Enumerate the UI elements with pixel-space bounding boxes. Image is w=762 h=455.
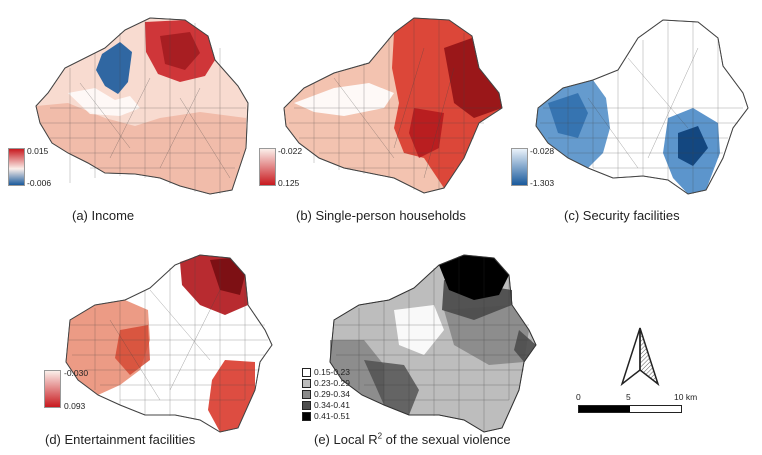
panel-local-r2: 0.15-0.23 0.23-0.29 0.29-0.34 0.34-0.41 … bbox=[254, 235, 554, 455]
legend-local-r2: 0.15-0.23 0.23-0.29 0.29-0.34 0.34-0.41 … bbox=[302, 367, 372, 422]
legend-top-value: 0.015 bbox=[27, 146, 49, 156]
map-income bbox=[35, 17, 249, 195]
caption-income: (a) Income bbox=[72, 208, 135, 223]
legend-class-5: 0.41-0.51 bbox=[302, 411, 350, 421]
colorbar-security-facilities bbox=[511, 148, 528, 186]
north-arrow-icon bbox=[620, 327, 660, 387]
legend-class-2: 0.23-0.29 bbox=[302, 378, 350, 388]
caption-entertainment-facilities: (d) Entertainment facilities bbox=[45, 432, 196, 447]
caption-security-facilities: (c) Security facilities bbox=[564, 208, 680, 223]
scale-label-5: 5 bbox=[626, 392, 631, 402]
map-furniture: 0 5 10 km bbox=[560, 320, 750, 430]
scale-bar-filled-segment bbox=[579, 406, 630, 412]
panel-entertainment-facilities: -0.030 0.093 (d) Entertainment facilitie… bbox=[0, 235, 273, 455]
legend-bottom-value: 0.125 bbox=[278, 178, 300, 188]
legend-top-value: -0.028 bbox=[530, 146, 555, 156]
legend-top-value: -0.022 bbox=[278, 146, 303, 156]
panel-security-facilities: -0.028 -1.303 (c) Security facilities bbox=[508, 0, 762, 230]
colorbar-income bbox=[8, 148, 25, 186]
colorbar-single-person-households bbox=[259, 148, 276, 186]
scale-bar bbox=[578, 405, 682, 413]
legend-class-4: 0.34-0.41 bbox=[302, 400, 350, 410]
map-entertainment-facilities bbox=[65, 254, 273, 433]
caption-single-person-households: (b) Single-person households bbox=[296, 208, 466, 223]
legend-bottom-value: -1.303 bbox=[530, 178, 555, 188]
map-single-person-households bbox=[283, 17, 503, 194]
caption-local-r2: (e) Local R2 of the sexual violence bbox=[314, 431, 511, 447]
legend-class-1: 0.15-0.23 bbox=[302, 367, 350, 377]
legend-top-value: -0.030 bbox=[64, 368, 89, 378]
legend-bottom-value: -0.006 bbox=[27, 178, 52, 188]
panel-income: 0.015 -0.006 (a) Income bbox=[0, 0, 254, 230]
colorbar-entertainment-facilities bbox=[44, 370, 61, 408]
scale-label-10km: 10 km bbox=[674, 392, 698, 402]
map-security-facilities bbox=[535, 19, 749, 195]
panel-single-person-households: -0.022 0.125 (b) Single-person household… bbox=[254, 0, 508, 230]
legend-bottom-value: 0.093 bbox=[64, 401, 86, 411]
legend-class-3: 0.29-0.34 bbox=[302, 389, 350, 399]
scale-label-0: 0 bbox=[576, 392, 581, 402]
map-local-r2 bbox=[329, 254, 537, 433]
